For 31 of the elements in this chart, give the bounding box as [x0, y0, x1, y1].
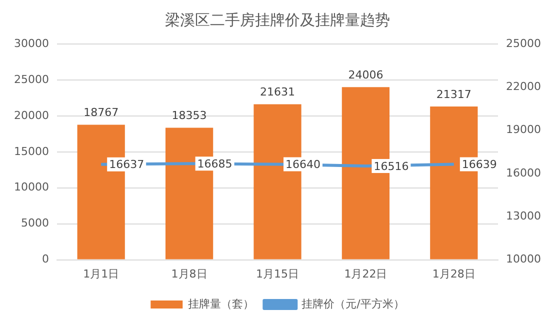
y-tick-label: 30000: [14, 36, 49, 50]
data-label: 16639: [462, 158, 497, 172]
x-tick-label: 1月22日: [344, 267, 388, 280]
x-tick-label: 1月15日: [256, 267, 299, 280]
data-label: 16640: [286, 158, 320, 172]
legend-label: 挂牌量（套）: [188, 297, 254, 310]
y2-tick-label: 25000: [506, 36, 542, 50]
y-tick-label: 5000: [20, 216, 49, 230]
data-label: 16516: [374, 160, 409, 173]
x-tick-label: 1月28日: [432, 267, 476, 280]
y2-tick-label: 19000: [506, 123, 542, 136]
y2-tick-label: 13000: [506, 210, 542, 222]
y-tick-label: 20000: [14, 108, 49, 122]
data-label: 16685: [197, 157, 232, 170]
legend-label: 挂牌价（元/平方米）: [302, 297, 404, 310]
chart-title: 梁溪区二手房挂牌价及挂牌量趋势: [165, 10, 390, 29]
x-tick-label: 1月8日: [171, 267, 208, 280]
y2-tick-label: 16000: [506, 166, 542, 180]
data-label: 21631: [260, 86, 295, 99]
data-label: 18353: [172, 109, 207, 122]
data-label: 21317: [436, 88, 472, 101]
y-tick-label: 25000: [14, 72, 49, 86]
y-tick-label: 10000: [14, 180, 49, 194]
y2-tick-label: 22000: [506, 80, 542, 94]
y-tick-label: 0: [42, 252, 49, 266]
y-tick-label: 15000: [14, 144, 49, 158]
data-label: 18767: [84, 106, 119, 120]
data-label: 24006: [348, 68, 384, 82]
y2-tick-label: 10000: [506, 252, 542, 266]
data-label: 16637: [109, 158, 144, 172]
x-tick-label: 1月1日: [83, 267, 120, 280]
